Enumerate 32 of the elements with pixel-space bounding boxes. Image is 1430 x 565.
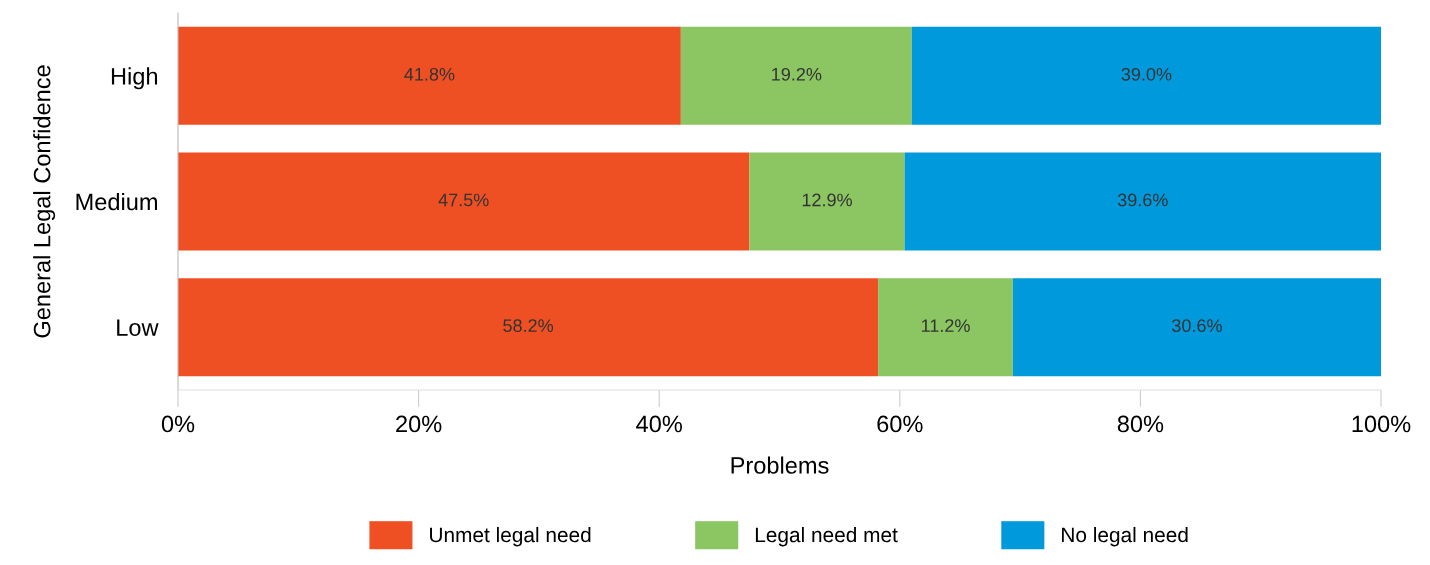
x-axis-title: Problems	[731, 456, 829, 474]
y-tick-label: High	[111, 67, 158, 90]
bar	[904, 152, 1381, 251]
bar	[1012, 278, 1381, 377]
bar	[911, 26, 1381, 125]
data-label: 41.8%	[404, 67, 455, 81]
legend-label: No legal need	[1062, 526, 1188, 547]
data-label: 39.0%	[1121, 67, 1172, 81]
x-tick-label: 80%	[1117, 415, 1164, 433]
x-tick-label: 40%	[636, 415, 682, 433]
data-label: 11.2%	[921, 319, 970, 332]
data-label: 58.2%	[503, 319, 554, 333]
bar	[680, 26, 912, 125]
bar	[178, 26, 681, 125]
y-axis-title: General Legal Confidence	[33, 65, 56, 338]
x-tick-label: 100%	[1352, 415, 1411, 433]
legend-label: Legal need met	[755, 526, 898, 547]
legend-label: Unmet legal need	[430, 526, 591, 547]
x-tick-label: 60%	[877, 415, 923, 433]
data-label: 39.6%	[1117, 193, 1168, 207]
x-tick-label: 0%	[161, 415, 195, 433]
data-label: 12.9%	[802, 193, 852, 207]
bar	[878, 278, 1013, 377]
x-tick-label: 20%	[396, 415, 442, 433]
y-tick-label: Medium	[76, 192, 157, 211]
data-label: 30.6%	[1172, 319, 1222, 333]
bar	[178, 152, 750, 251]
bar	[749, 152, 905, 251]
data-label: 47.5%	[438, 193, 489, 207]
bar	[178, 278, 879, 377]
data-label: 19.2%	[772, 67, 822, 81]
y-tick-label: Low	[117, 319, 159, 336]
